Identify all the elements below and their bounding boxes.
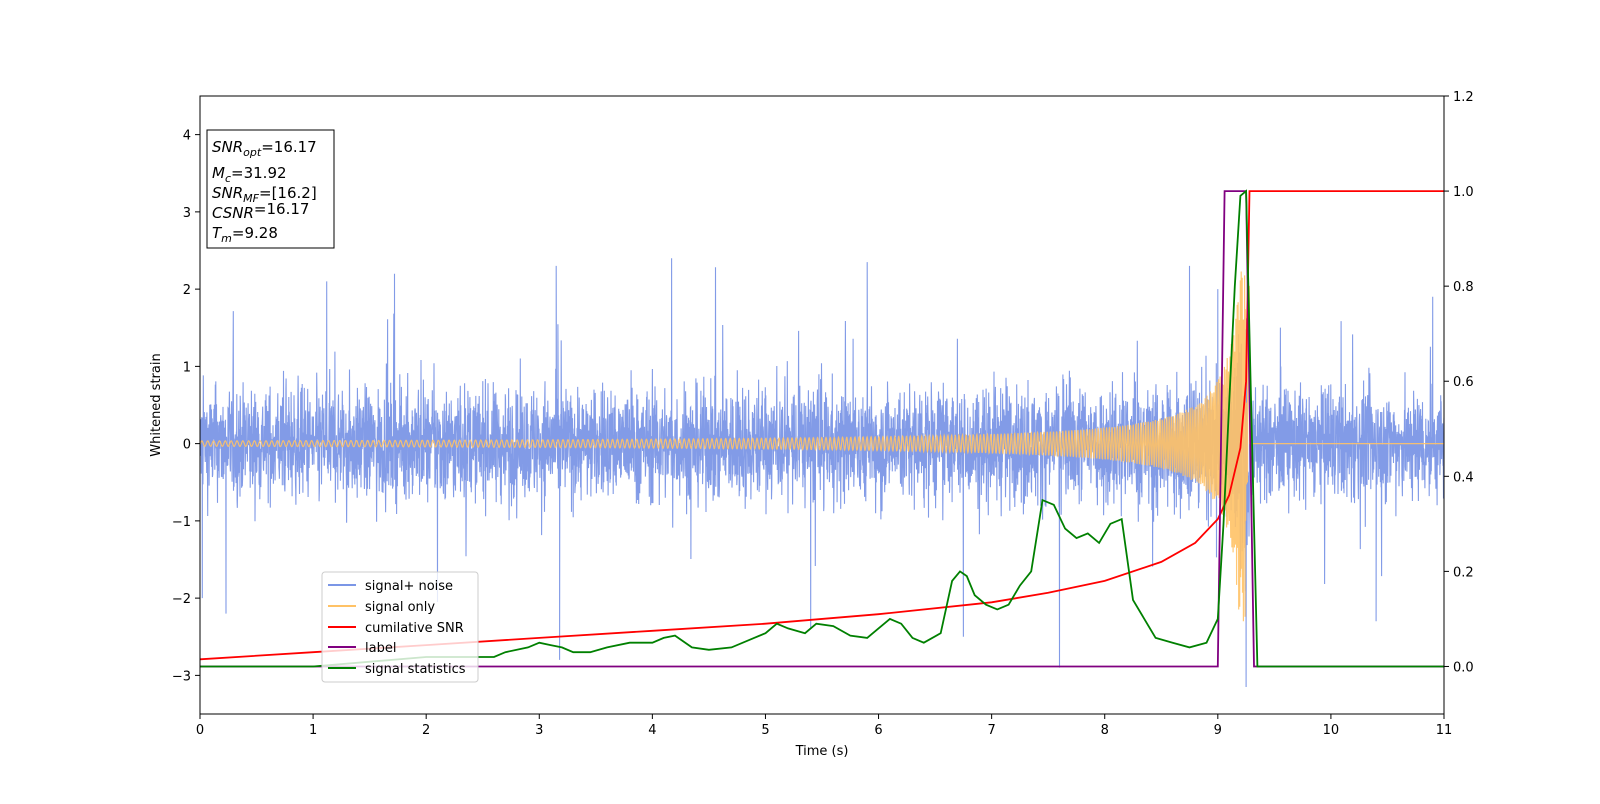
legend-label-signal-noise: signal+ noise [365, 579, 453, 594]
annotation-line-snr-mf: SNRMF=[16.2] [212, 184, 317, 205]
y2-tick-label: 0.8 [1453, 280, 1474, 295]
legend-label-label: label [365, 641, 396, 656]
y2-tick-label: 0.2 [1453, 565, 1474, 580]
y-tick-label: −3 [172, 669, 191, 684]
y2-tick-label: 0.6 [1453, 375, 1474, 390]
y-tick-label: 1 [183, 360, 191, 375]
axes: 0 1 2 3 4 5 6 7 8 9 10 11 −3 −2 −1 0 1 2 3 4 0.0 0.2 0.4 0.6 0.8… [172, 90, 1474, 738]
x-tick-label: 5 [761, 723, 769, 738]
plot-frame [199, 95, 1445, 715]
y2-tick-label: 1.0 [1453, 185, 1474, 200]
annotation-line-tm: Tm=9.28 [212, 224, 278, 245]
annotation-line-csnr: CSNR=16.17 [212, 200, 309, 222]
series-signal-only-line [200, 271, 1444, 622]
annotation-line-mc: Mc=31.92 [212, 164, 287, 185]
y-tick-label: −1 [172, 515, 191, 530]
legend: signal+ noise signal only cumilative SNR… [321, 571, 479, 683]
y2-tick-label: 0.4 [1453, 470, 1474, 485]
annotation-frame [206, 129, 335, 249]
y2-tick-label: 1.2 [1453, 90, 1474, 105]
series-cumulative-snr-line [200, 190, 1444, 661]
y-axis-label: Whitened strain [149, 353, 164, 456]
x-tick-label: 4 [648, 723, 656, 738]
y2-tick-label: 0.0 [1453, 660, 1474, 675]
y-tick-label: 3 [183, 206, 191, 221]
series-signal-statistics-line [200, 189, 1444, 668]
y-tick-label: 4 [183, 129, 191, 144]
y-tick-label: 2 [183, 283, 191, 298]
legend-label-signal-only: signal only [365, 600, 435, 615]
annotation-box: SNRopt=16.17 Mc=31.92 SNRMF=[16.2] CSNR=… [206, 129, 335, 249]
plot-area [200, 189, 1444, 688]
x-tick-label: 1 [309, 723, 317, 738]
x-tick-label: 11 [1436, 723, 1453, 738]
y-tick-label: 0 [183, 438, 191, 453]
x-tick-label: 9 [1214, 723, 1222, 738]
annotation-line-snr-opt: SNRopt=16.17 [212, 138, 317, 159]
x-tick-label: 8 [1101, 723, 1109, 738]
x-tick-label: 7 [987, 723, 995, 738]
y-tick-label: −2 [172, 592, 191, 607]
x-tick-label: 0 [196, 723, 204, 738]
x-tick-label: 3 [535, 723, 543, 738]
x-tick-label: 2 [422, 723, 430, 738]
x-tick-label: 10 [1323, 723, 1340, 738]
x-axis-label: Time (s) [795, 744, 849, 759]
x-tick-label: 6 [874, 723, 882, 738]
legend-frame [321, 571, 479, 683]
legend-label-signal-statistics: signal statistics [365, 662, 466, 677]
legend-label-cumulative-snr: cumilative SNR [365, 621, 464, 636]
